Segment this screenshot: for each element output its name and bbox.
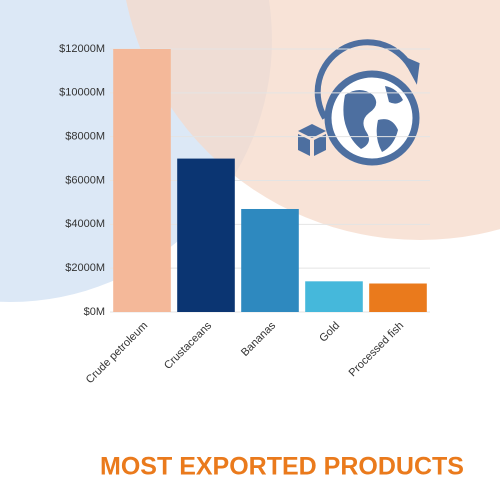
- y-tick-label: $0M: [84, 306, 105, 318]
- y-tick-label: $4000M: [65, 218, 105, 230]
- y-tick-label: $12000M: [59, 43, 105, 55]
- bar: [305, 281, 363, 312]
- bar: [177, 158, 235, 312]
- x-tick-label: Gold: [317, 320, 342, 345]
- bar: [241, 208, 299, 312]
- x-tick-label: Crude petroleum: [84, 320, 150, 386]
- y-tick-label: $10000M: [59, 87, 105, 99]
- y-tick-label: $8000M: [65, 131, 105, 143]
- x-tick-label: Crustaceans: [162, 319, 215, 372]
- x-tick-label: Bananas: [239, 319, 279, 359]
- x-tick-label: Processed fish: [347, 320, 407, 380]
- y-tick-label: $6000M: [65, 174, 105, 186]
- y-tick-label: $2000M: [65, 262, 105, 274]
- bar: [113, 49, 171, 312]
- bar: [369, 283, 427, 312]
- chart-title: MOST EXPORTED PRODUCTS: [100, 453, 464, 481]
- globe-icon: [298, 39, 420, 166]
